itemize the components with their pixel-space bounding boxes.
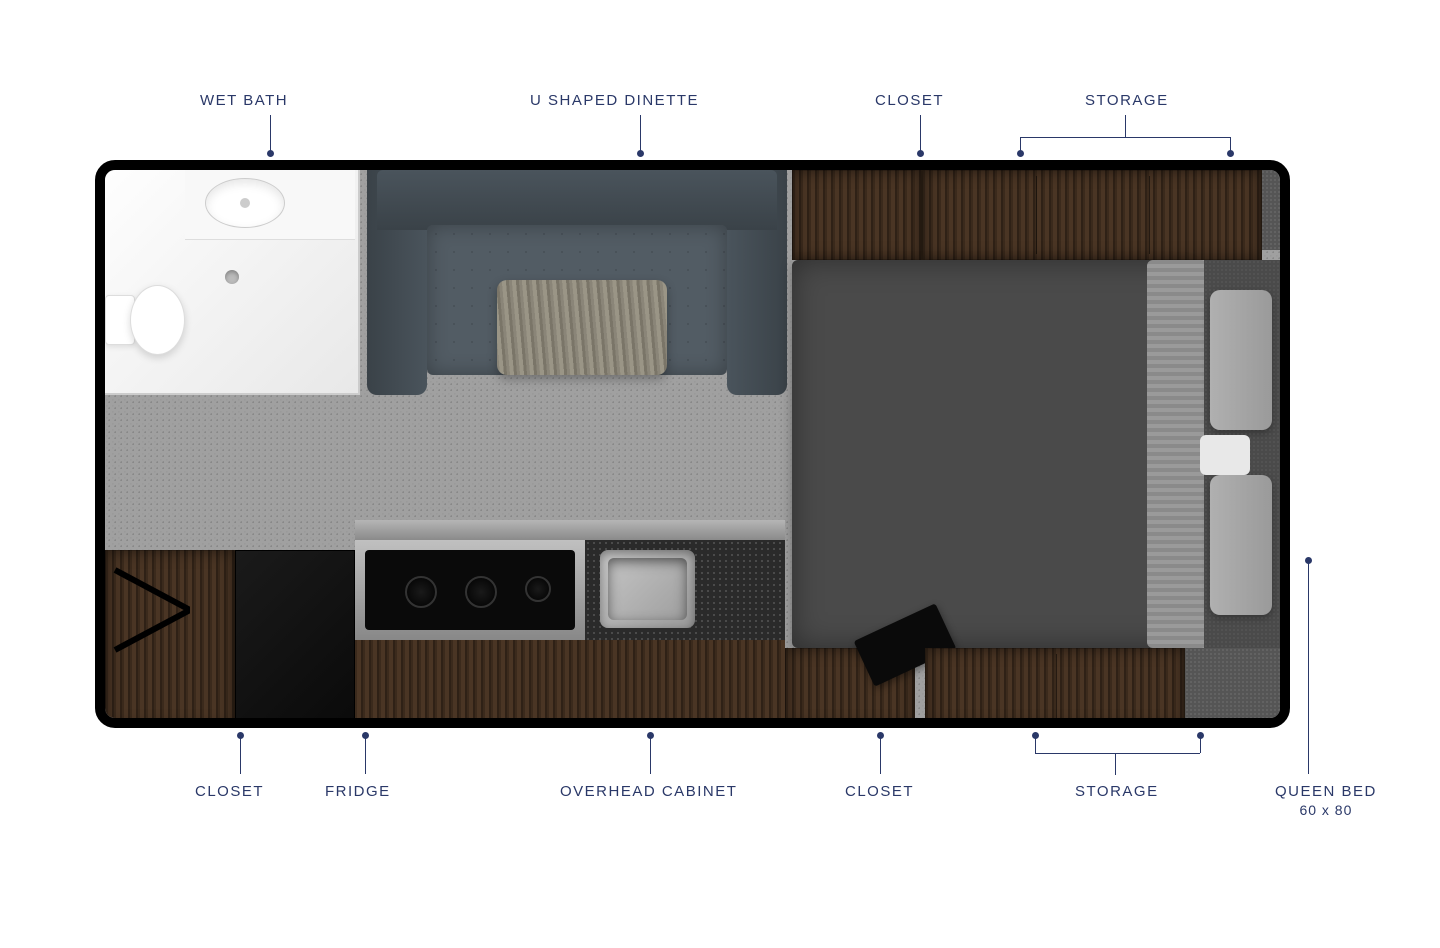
leader-bracket <box>1020 137 1230 138</box>
dinette-area <box>367 170 787 400</box>
leader-bracket <box>1035 753 1200 754</box>
leader-line <box>1125 115 1126 137</box>
pillow-icon <box>1210 475 1272 615</box>
storage-top <box>922 170 1262 260</box>
cooktop <box>355 540 585 640</box>
dinette-back-cushion <box>377 170 777 230</box>
label-overhead-cabinet: OVERHEAD CABINET <box>560 783 737 800</box>
label-dinette: U SHAPED DINETTE <box>530 92 699 109</box>
leader-line <box>1308 562 1309 774</box>
leader-line <box>920 115 921 152</box>
shower-drain-icon <box>225 270 239 284</box>
mattress <box>792 260 1192 648</box>
label-closet-top: CLOSET <box>875 92 944 109</box>
label-closet-mid: CLOSET <box>845 783 914 800</box>
trailer-outline <box>95 160 1290 728</box>
leader-dot-icon <box>1032 732 1039 739</box>
wet-bath-area <box>105 170 360 395</box>
carpet-bottom-right <box>1185 648 1280 728</box>
leader-line <box>650 736 651 774</box>
leader-dot-icon <box>1197 732 1204 739</box>
leader-dot-icon <box>647 732 654 739</box>
leader-line <box>1115 753 1116 775</box>
floorplan-canvas <box>95 160 1290 728</box>
kitchen-counter <box>355 520 785 728</box>
fridge <box>235 550 355 728</box>
kitchen-under-cabinet <box>355 640 785 728</box>
leader-line <box>240 736 241 774</box>
leader-dot-icon <box>1017 150 1024 157</box>
toilet-icon <box>105 285 185 355</box>
label-queen-bed-title: QUEEN BED <box>1275 783 1377 800</box>
leader-dot-icon <box>237 732 244 739</box>
label-queen-bed: QUEEN BED 60 x 80 <box>1275 783 1377 818</box>
bed-area <box>792 260 1280 648</box>
leader-line <box>1200 738 1201 753</box>
leader-line <box>880 736 881 774</box>
leader-line <box>270 115 271 152</box>
leader-dot-icon <box>362 732 369 739</box>
blanket-fold <box>1147 260 1207 648</box>
label-queen-bed-dims: 60 x 80 <box>1275 802 1377 818</box>
storage-bottom <box>925 648 1185 728</box>
backsplash <box>355 520 785 540</box>
bath-sink-drain-icon <box>240 198 250 208</box>
pillow-small-icon <box>1200 435 1250 475</box>
burner-icon <box>465 576 497 608</box>
pillow-icon <box>1210 290 1272 430</box>
leader-dot-icon <box>637 150 644 157</box>
kitchen-sink-icon <box>600 550 695 628</box>
leader-dot-icon <box>267 150 274 157</box>
leader-dot-icon <box>1227 150 1234 157</box>
label-fridge: FRIDGE <box>325 783 391 800</box>
leader-dot-icon <box>877 732 884 739</box>
leader-line <box>365 736 366 774</box>
label-storage-top: STORAGE <box>1085 92 1169 109</box>
leader-dot-icon <box>1305 557 1312 564</box>
closet-bottom-left <box>105 550 235 728</box>
cooktop-glass <box>365 550 575 630</box>
leader-dot-icon <box>917 150 924 157</box>
closet-top <box>792 170 922 260</box>
burner-icon <box>525 576 551 602</box>
label-wet-bath: WET BATH <box>200 92 288 109</box>
leader-line <box>640 115 641 152</box>
leader-line <box>1035 738 1036 753</box>
burner-icon <box>405 576 437 608</box>
label-storage-bottom: STORAGE <box>1075 783 1159 800</box>
label-closet-bl: CLOSET <box>195 783 264 800</box>
dinette-table-icon <box>497 280 667 375</box>
